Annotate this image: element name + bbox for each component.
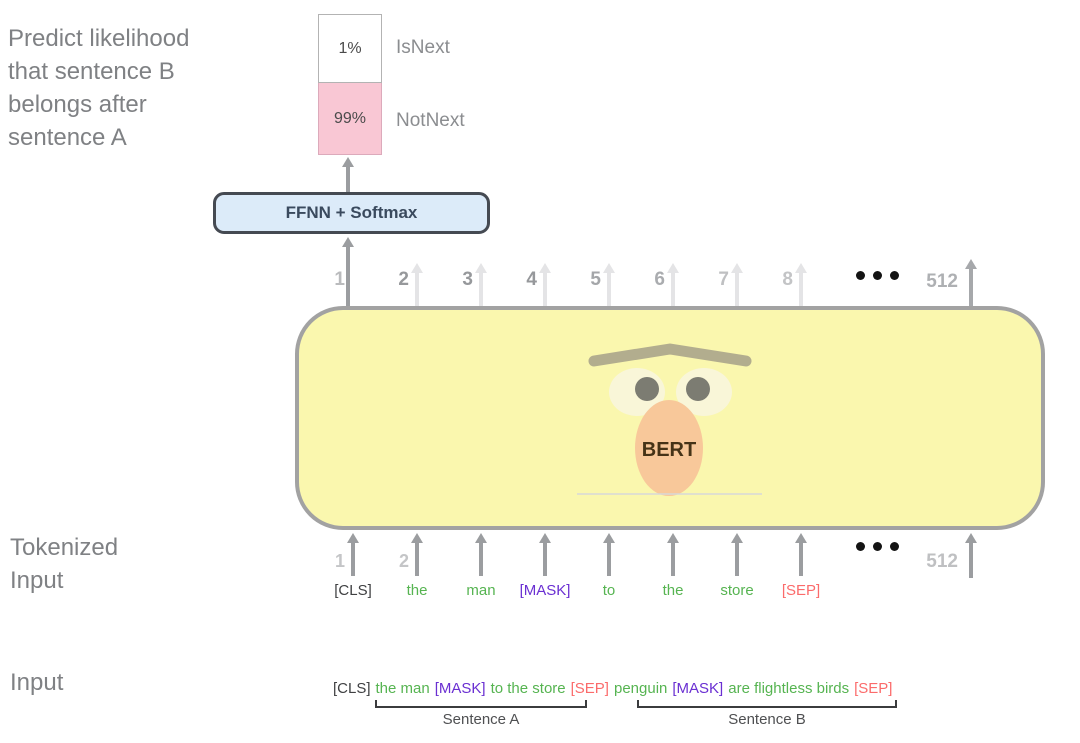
token-store: store	[720, 582, 754, 599]
dot-icon	[873, 542, 882, 551]
sentence-b-bracket	[637, 700, 897, 708]
sentence-seg-a1: the man	[375, 680, 430, 697]
arrow-bert-to-ffnn	[342, 237, 354, 306]
top-position-2: 2	[398, 269, 409, 290]
dot-icon	[890, 542, 899, 551]
top-position-7: 7	[718, 269, 729, 290]
input-sentence: [CLS] the man [MASK] to the store [SEP] …	[333, 680, 892, 697]
top-position-512: 512	[926, 271, 958, 292]
token-to: to	[602, 582, 616, 599]
bert-label: BERT	[642, 439, 696, 461]
dot-icon	[873, 271, 882, 280]
right-pupil-icon	[686, 377, 710, 401]
left-pupil-icon	[635, 377, 659, 401]
notnext-label: NotNext	[396, 110, 465, 131]
bottom-position-512: 512	[926, 551, 958, 572]
sentence-b-label: Sentence B	[728, 711, 806, 728]
input-label: Input	[10, 669, 64, 696]
output-arrow-8	[795, 263, 807, 306]
input-arrow-2	[411, 533, 423, 576]
bottom-position-1: 1	[334, 551, 345, 571]
top-position-6: 6	[654, 269, 665, 290]
output-arrow-6	[667, 263, 679, 306]
token-the2: the	[662, 582, 684, 599]
input-arrow-6	[667, 533, 679, 576]
input-arrow-8	[795, 533, 807, 576]
token-cls: [CLS]	[334, 582, 372, 599]
sentence-a-label: Sentence A	[442, 711, 520, 728]
output-arrow-7	[731, 263, 743, 306]
dot-icon	[890, 271, 899, 280]
output-arrow-3	[475, 263, 487, 306]
top-position-5: 5	[590, 269, 601, 290]
sentence-seg-mask2: [MASK]	[672, 680, 724, 697]
sentence-seg-b2: are flightless birds	[728, 680, 850, 697]
notnext-probability: 99%	[318, 83, 382, 155]
isnext-probability: 1%	[318, 14, 382, 83]
output-arrow-4	[539, 263, 551, 306]
bottom-position-2: 2	[398, 551, 409, 571]
sentence-seg-b1: penguin	[613, 680, 668, 697]
prediction-box: 1% 99%	[318, 14, 382, 155]
unibrow-icon	[588, 343, 752, 367]
ellipsis-dots-top	[856, 271, 899, 280]
input-arrow-4	[539, 533, 551, 576]
token-the1: the	[406, 582, 428, 599]
sentence-seg-sep1: [SEP]	[570, 680, 609, 697]
predict-caption: Predict likelihood that sentence B belon…	[8, 25, 190, 151]
top-position-8: 8	[782, 269, 793, 290]
input-arrow-512	[965, 533, 977, 578]
input-arrow-7	[731, 533, 743, 576]
output-arrow-512	[965, 259, 977, 306]
sentence-seg-sep2: [SEP]	[854, 680, 893, 697]
tokenized-input-label: Tokenized Input	[10, 534, 119, 594]
arrow-ffnn-to-prediction	[342, 157, 354, 193]
dot-icon	[856, 271, 865, 280]
input-arrow-3	[475, 533, 487, 576]
ellipsis-dots-bottom	[856, 542, 899, 551]
sentence-a-bracket	[375, 700, 587, 708]
bert-face: BERT	[577, 343, 762, 496]
nose-icon	[635, 400, 703, 496]
output-arrow-2	[411, 263, 423, 306]
sentence-seg-mask1: [MASK]	[434, 680, 486, 697]
sentence-seg-a2: to the store	[490, 680, 566, 697]
isnext-label: IsNext	[396, 37, 450, 58]
bert-model-box: BERT	[295, 306, 1045, 530]
token-sep: [SEP]	[781, 582, 821, 599]
input-arrow-5	[603, 533, 615, 576]
ffnn-softmax-box: FFNN + Softmax	[213, 192, 490, 234]
dot-icon	[856, 542, 865, 551]
output-arrow-5	[603, 263, 615, 306]
input-arrow-1	[347, 533, 359, 576]
sentence-seg-cls: [CLS]	[333, 680, 371, 697]
top-position-4: 4	[526, 269, 537, 290]
top-position-1: 1	[334, 269, 345, 290]
top-position-3: 3	[462, 269, 473, 290]
token-mask: [MASK]	[519, 582, 571, 599]
token-man: man	[466, 582, 496, 599]
